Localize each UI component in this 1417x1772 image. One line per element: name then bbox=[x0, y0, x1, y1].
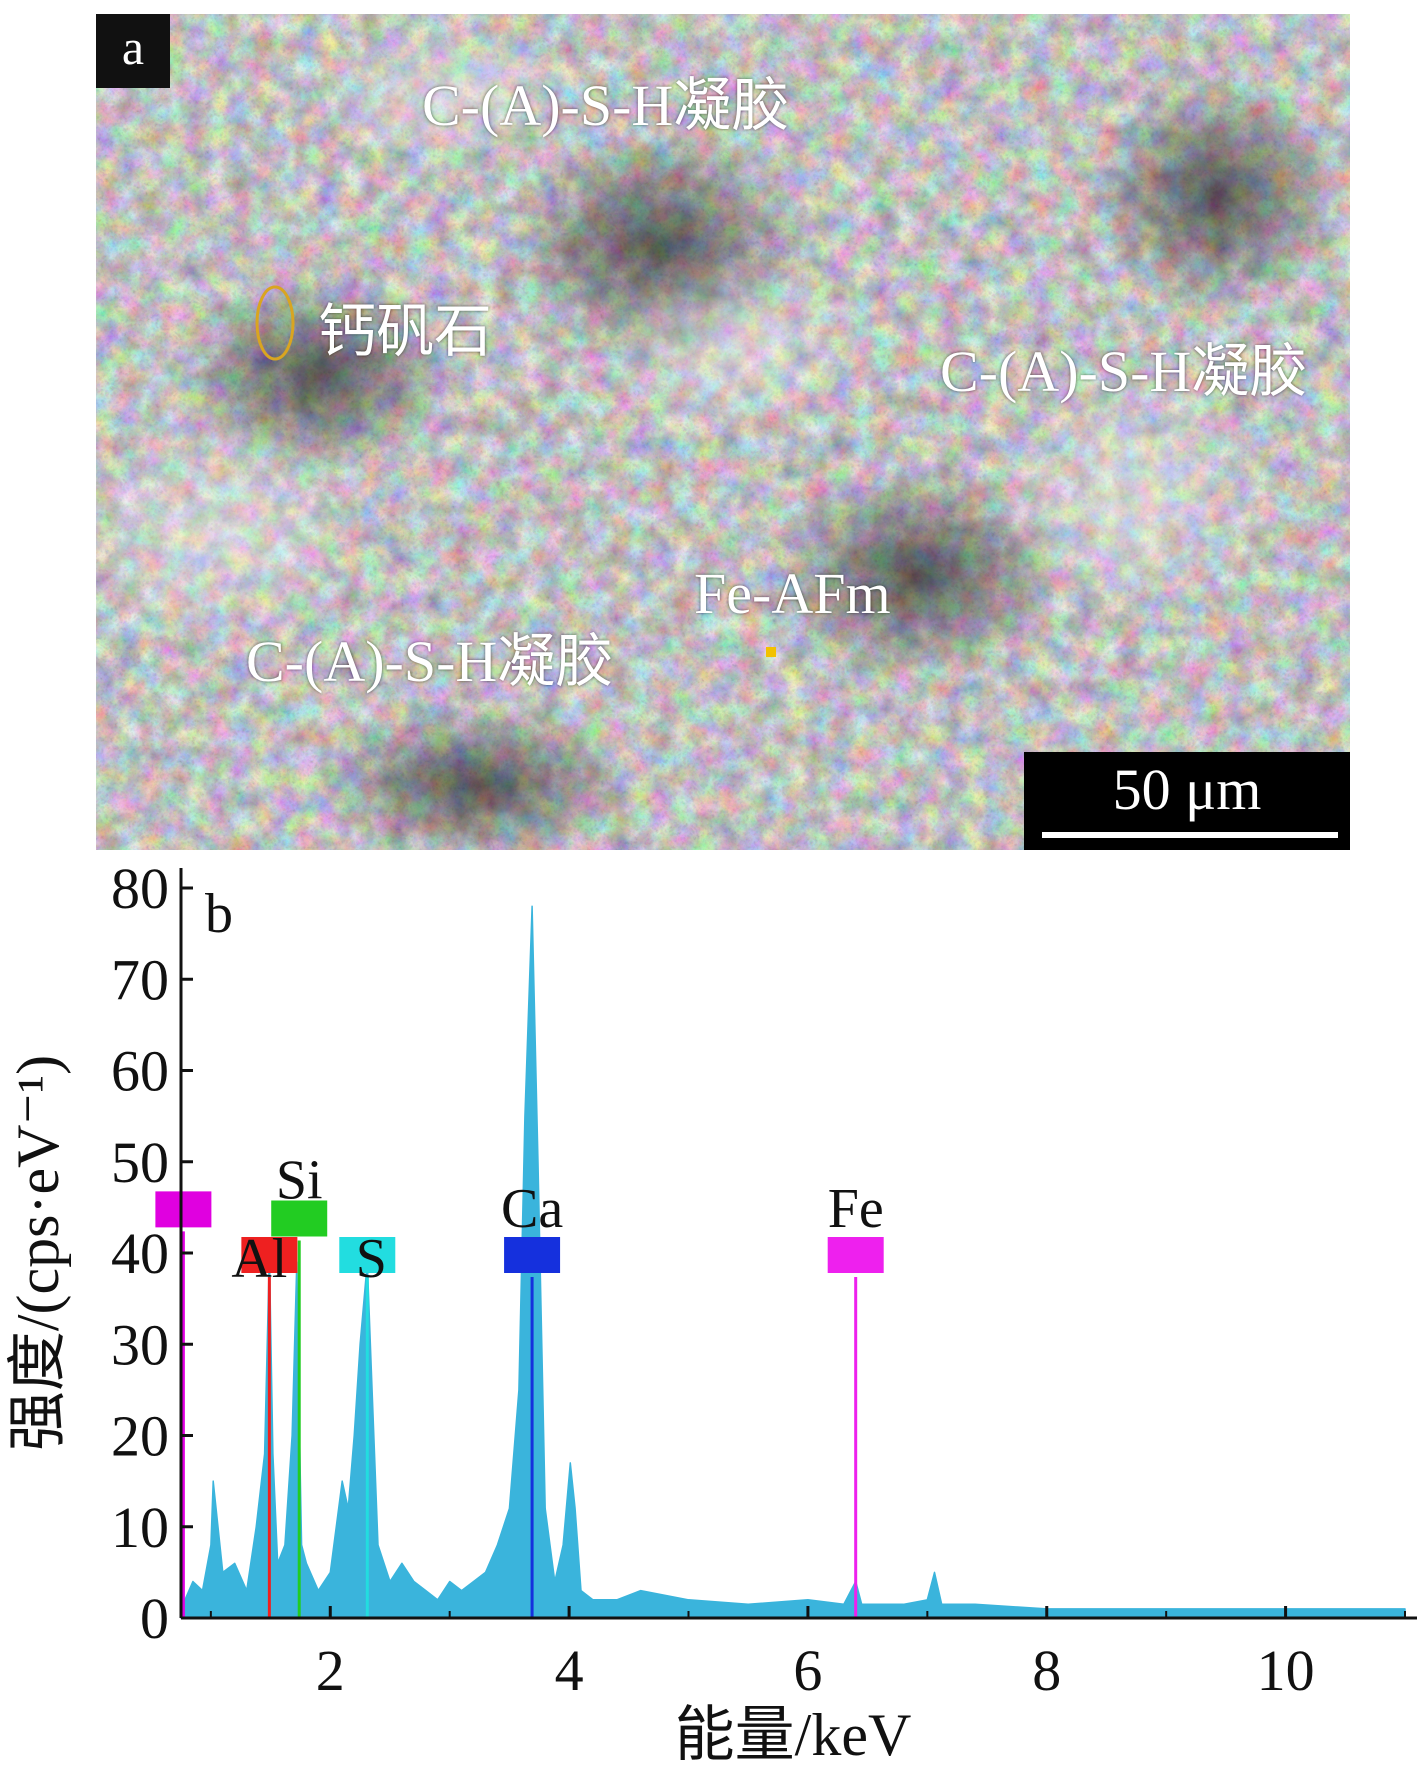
sem-texture bbox=[96, 14, 1350, 850]
y-tick-label-40: 40 bbox=[111, 1221, 169, 1286]
element-marker-fe bbox=[827, 1237, 884, 1273]
scale-bar: 50 μm bbox=[1024, 752, 1350, 850]
x-tick-label-10: 10 bbox=[1257, 1638, 1315, 1703]
y-tick-label-20: 20 bbox=[111, 1404, 169, 1469]
x-tick-label-8: 8 bbox=[1032, 1638, 1061, 1703]
element-lines-layer bbox=[155, 1191, 884, 1618]
y-tick-label-30: 30 bbox=[111, 1312, 169, 1377]
label-ettringite: 钙矾石 bbox=[318, 299, 493, 364]
sem-micrograph: a C-(A)-S-H凝胶 C-(A)-S-H凝胶 C-(A)-S-H凝胶 钙矾… bbox=[96, 14, 1350, 850]
element-marker-si bbox=[271, 1200, 328, 1237]
eds-spectrum-panel: 0 10 20 30 40 50 60 70 80 2 4 6 8 10 Al Si S Ca Fe 能量/keV 强… bbox=[0, 850, 1417, 1772]
element-label-si: Si bbox=[276, 1150, 323, 1212]
y-tick-label-50: 50 bbox=[111, 1130, 169, 1195]
y-tick-label-10: 10 bbox=[111, 1495, 169, 1560]
element-label-fe: Fe bbox=[828, 1178, 884, 1240]
y-tick-label-60: 60 bbox=[111, 1039, 169, 1104]
element-marker-al bbox=[241, 1237, 298, 1273]
scale-bar-label: 50 μm bbox=[1112, 757, 1262, 822]
y-tick-label-0: 0 bbox=[140, 1586, 169, 1651]
y-tick-label-80: 80 bbox=[111, 856, 169, 921]
eds-chart: 0 10 20 30 40 50 60 70 80 2 4 6 8 10 Al Si S Ca Fe 能量/keV 强… bbox=[5, 856, 1417, 1768]
label-gel-top: C-(A)-S-H凝胶 bbox=[422, 73, 790, 138]
ticks-layer: 0 10 20 30 40 50 60 70 80 2 4 6 8 10 bbox=[111, 856, 1406, 1703]
x-axis-title: 能量/keV bbox=[675, 1702, 912, 1768]
x-tick-label-6: 6 bbox=[793, 1638, 822, 1703]
ettringite-marker bbox=[255, 285, 295, 361]
panel-a-letter: a bbox=[96, 14, 170, 88]
x-tick-label-2: 2 bbox=[316, 1638, 345, 1703]
label-fe-afm: Fe-AFm bbox=[694, 561, 891, 626]
panel-b-letter: b bbox=[205, 883, 233, 945]
y-axis-title: 强度/(cps·eV⁻¹) bbox=[5, 1055, 71, 1451]
fe-afm-point-marker bbox=[766, 647, 776, 657]
element-marker-s bbox=[339, 1237, 396, 1273]
x-tick-label-4: 4 bbox=[555, 1638, 584, 1703]
spectrum-area bbox=[180, 905, 1406, 1619]
labels-layer: Al Si S Ca Fe 能量/keV 强度/(cps·eV⁻¹) b bbox=[5, 883, 911, 1768]
element-marker-unlabeled-0 bbox=[155, 1191, 212, 1228]
element-label-s: S bbox=[356, 1228, 387, 1290]
axes-layer bbox=[179, 868, 1417, 1620]
element-marker-ca bbox=[504, 1237, 561, 1273]
element-label-ca: Ca bbox=[501, 1178, 563, 1240]
label-gel-right: C-(A)-S-H凝胶 bbox=[940, 339, 1308, 404]
spectrum-layer bbox=[180, 905, 1406, 1619]
element-label-al: Al bbox=[231, 1228, 287, 1290]
label-gel-bottom: C-(A)-S-H凝胶 bbox=[246, 629, 614, 694]
scale-bar-line bbox=[1042, 832, 1338, 838]
y-tick-label-70: 70 bbox=[111, 947, 169, 1012]
